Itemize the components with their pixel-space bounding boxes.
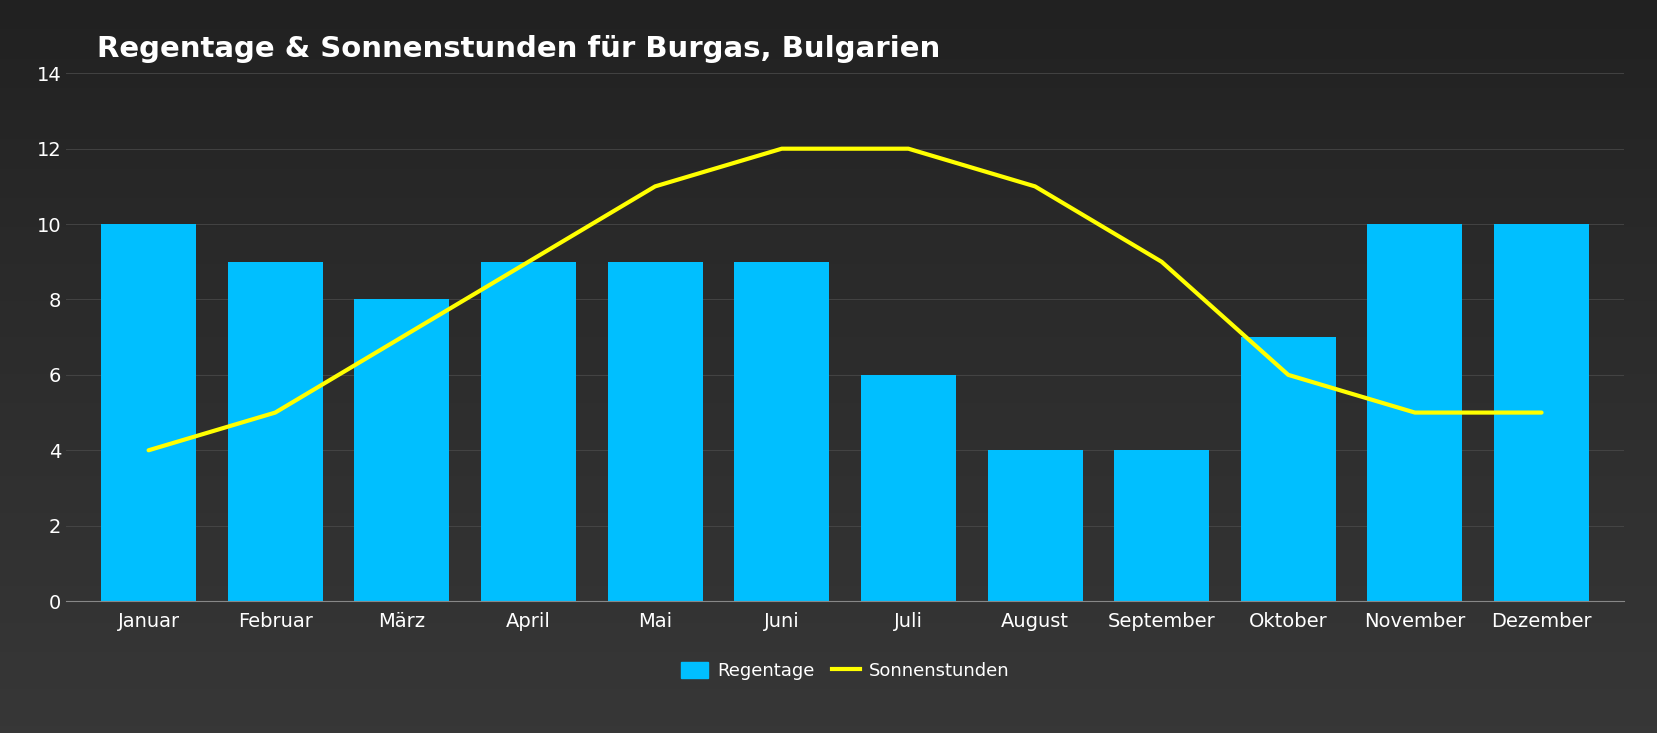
Bar: [734, 262, 828, 601]
Bar: [1367, 224, 1463, 601]
Bar: [1495, 224, 1589, 601]
Bar: [101, 224, 196, 601]
Bar: [1114, 450, 1210, 601]
Bar: [608, 262, 703, 601]
Legend: Regentage, Sonnenstunden: Regentage, Sonnenstunden: [674, 655, 1016, 687]
Bar: [227, 262, 323, 601]
Text: Regentage & Sonnenstunden für Burgas, Bulgarien: Regentage & Sonnenstunden für Burgas, Bu…: [98, 34, 941, 62]
Bar: [862, 375, 956, 601]
Bar: [355, 300, 449, 601]
Bar: [988, 450, 1082, 601]
Bar: [1241, 337, 1336, 601]
Bar: [481, 262, 577, 601]
